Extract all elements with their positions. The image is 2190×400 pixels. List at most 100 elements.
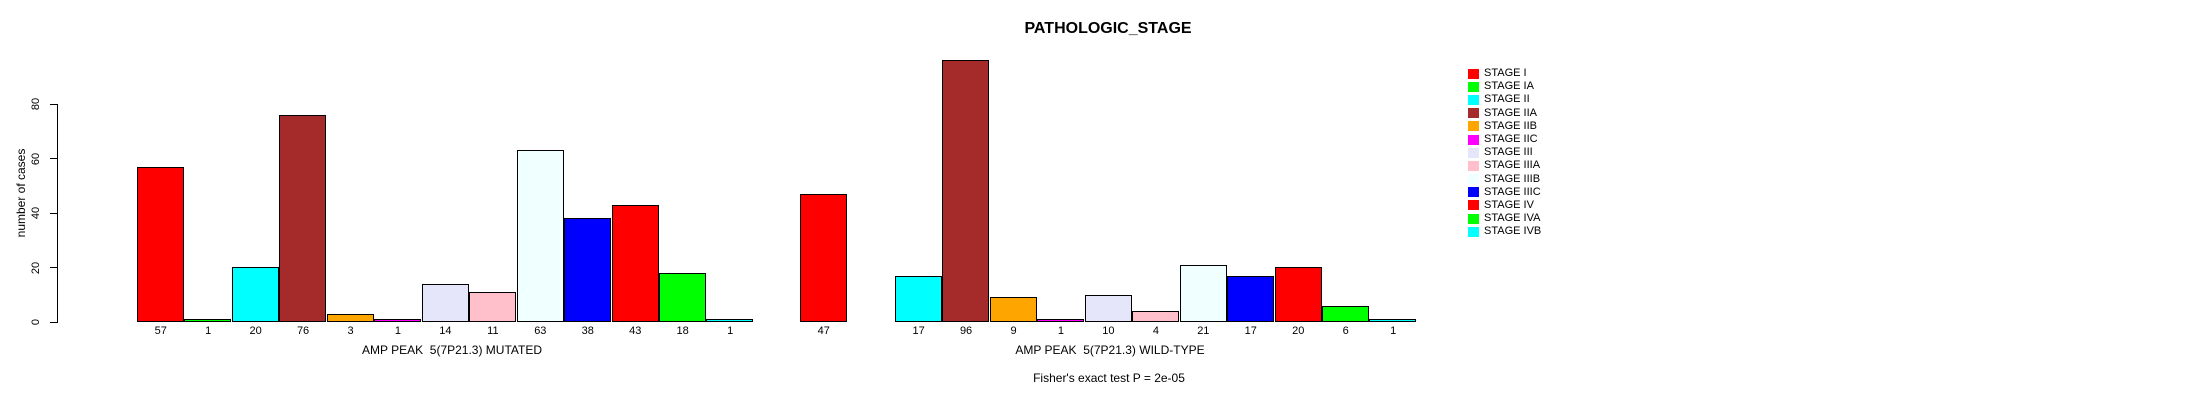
- legend-label: STAGE IA: [1484, 80, 1534, 93]
- y-axis-label: number of cases: [14, 148, 28, 238]
- y-tick-label: 40: [30, 206, 42, 220]
- legend-item: STAGE I: [1468, 67, 1541, 80]
- bar-value-label: 47: [817, 325, 830, 337]
- bar-stage-iib: [327, 314, 374, 322]
- bar-value-label: 17: [1244, 325, 1257, 337]
- bar-value-label: 1: [1057, 325, 1065, 337]
- legend-item: STAGE IV: [1468, 199, 1541, 212]
- legend-swatch-icon: [1468, 174, 1479, 185]
- legend-item: STAGE IVB: [1468, 225, 1541, 238]
- bar-value-label: 96: [959, 325, 973, 337]
- fisher-test-annotation: Fisher's exact test P = 2e-05: [1033, 371, 1185, 385]
- bar-value-label: 20: [1292, 325, 1305, 337]
- bar-stage-ivb: [706, 319, 753, 322]
- y-tick-mark: [50, 321, 57, 323]
- bar-stage-i: [800, 194, 847, 322]
- legend-label: STAGE III: [1484, 146, 1533, 159]
- legend-swatch-icon: [1468, 160, 1479, 171]
- chart-title: PATHOLOGIC_STAGE: [1024, 20, 1192, 37]
- bar-stage-iic: [374, 319, 421, 322]
- bar-stage-iib: [990, 297, 1037, 322]
- bar-value-label: 21: [1197, 325, 1210, 337]
- bar-value-label: 63: [534, 325, 547, 337]
- bar-value-label: 57: [154, 325, 167, 337]
- legend-item: STAGE IVA: [1468, 212, 1541, 225]
- bar-stage-iva: [1322, 306, 1369, 322]
- bar-stage-iia: [279, 115, 326, 322]
- legend-item: STAGE IIC: [1468, 133, 1541, 146]
- x-axis-label-mutated: AMP PEAK 5(7P21.3) MUTATED: [361, 343, 543, 357]
- bar-stage-iic: [1037, 319, 1084, 322]
- bar-value-label: 76: [296, 325, 310, 337]
- bar-value-label: 6: [1342, 325, 1349, 337]
- bar-stage-ii: [895, 276, 942, 322]
- bar-stage-iia: [942, 60, 989, 322]
- legend-swatch-icon: [1468, 68, 1479, 79]
- bar-stage-i: [137, 167, 184, 322]
- y-tick-label: 80: [30, 97, 42, 111]
- legend-swatch-icon: [1468, 81, 1479, 92]
- y-tick-label: 60: [30, 152, 42, 165]
- bar-value-label: 14: [439, 325, 452, 337]
- y-tick-label: 20: [30, 261, 42, 274]
- bar-stage-iiia: [469, 292, 516, 322]
- legend-swatch-icon: [1468, 213, 1479, 224]
- legend-item: STAGE III: [1468, 146, 1541, 159]
- legend-swatch-icon: [1468, 134, 1479, 145]
- legend-label: STAGE IIIC: [1484, 185, 1541, 198]
- bar-value-label: 1: [205, 325, 212, 337]
- y-axis-line: [57, 104, 58, 323]
- legend-label: STAGE IVB: [1484, 225, 1542, 238]
- legend-swatch-icon: [1468, 147, 1479, 158]
- legend-item: STAGE IIIB: [1468, 173, 1541, 186]
- bar-value-label: 3: [347, 325, 354, 337]
- legend-swatch-icon: [1468, 94, 1479, 105]
- bar-value-label: 17: [912, 325, 925, 337]
- legend-label: STAGE II: [1484, 93, 1530, 106]
- bar-stage-iiib: [517, 150, 564, 322]
- bar-value-label: 20: [249, 325, 262, 337]
- bar-stage-iiia: [1132, 311, 1179, 322]
- bar-value-label: 10: [1102, 325, 1115, 337]
- bar-value-label: 1: [727, 325, 734, 337]
- legend-label: STAGE I: [1484, 67, 1527, 80]
- bar-stage-ia: [184, 319, 231, 322]
- legend-label: STAGE IV: [1484, 198, 1534, 211]
- legend-item: STAGE IIIA: [1468, 159, 1541, 172]
- legend-label: STAGE IIB: [1484, 119, 1537, 132]
- legend-label: STAGE IVA: [1484, 212, 1541, 225]
- legend-item: STAGE IIB: [1468, 120, 1541, 133]
- bar-value-label: 4: [1152, 325, 1159, 337]
- bar-value-label: 11: [487, 325, 499, 337]
- bar-value-label: 18: [676, 325, 689, 337]
- x-axis-label-wildtype: AMP PEAK 5(7P21.3) WILD-TYPE: [1015, 343, 1205, 357]
- legend-swatch-icon: [1468, 226, 1479, 237]
- legend: STAGE I STAGE IA STAGE II STAGE IIA STAGE II…: [1468, 67, 1541, 238]
- bar-value-label: 43: [629, 325, 642, 337]
- bar-value-label: 9: [1010, 325, 1017, 337]
- y-tick-mark: [50, 267, 57, 268]
- y-tick-mark: [50, 103, 57, 105]
- legend-item: STAGE IA: [1468, 80, 1541, 93]
- y-tick-mark: [50, 158, 57, 159]
- bar-stage-iii: [422, 284, 469, 322]
- bar-stage-ii: [232, 267, 279, 322]
- legend-swatch-icon: [1468, 108, 1479, 119]
- bar-value-label: 38: [581, 325, 594, 337]
- bar-stage-ivb: [1369, 319, 1416, 322]
- legend-label: STAGE IIC: [1484, 133, 1538, 146]
- legend-item: STAGE II: [1468, 93, 1541, 106]
- legend-swatch-icon: [1468, 187, 1479, 198]
- legend-label: STAGE IIA: [1484, 106, 1537, 119]
- legend-item: STAGE IIA: [1468, 107, 1541, 120]
- bar-stage-iiib: [1180, 265, 1227, 322]
- y-tick-mark: [50, 212, 57, 214]
- bar-value-label: 1: [1390, 325, 1397, 337]
- legend-item: STAGE IIIC: [1468, 186, 1541, 199]
- legend-swatch-icon: [1468, 200, 1479, 211]
- bar-stage-iv: [612, 205, 659, 322]
- bar-stage-iii: [1085, 295, 1132, 322]
- bar-value-label: 1: [394, 325, 402, 337]
- legend-label: STAGE IIIA: [1484, 159, 1541, 172]
